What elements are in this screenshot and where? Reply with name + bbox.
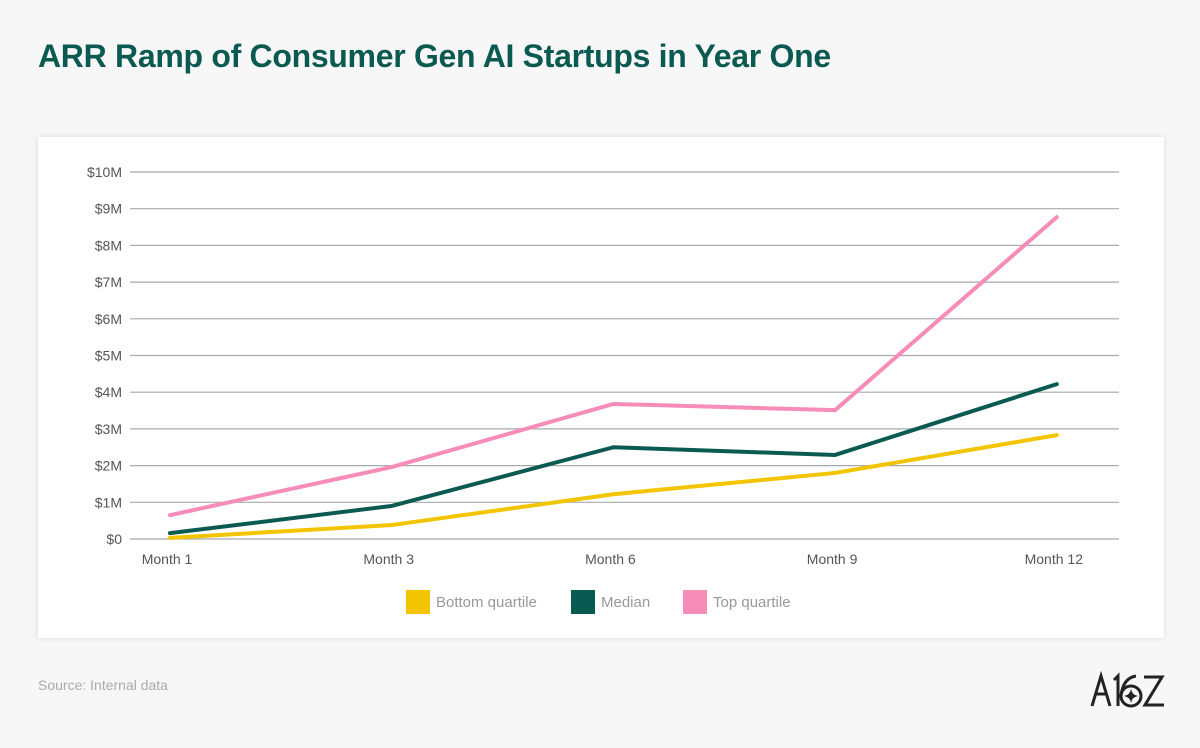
legend-swatch bbox=[683, 590, 707, 614]
y-tick-label: $10M bbox=[87, 164, 122, 180]
legend-label: Bottom quartile bbox=[436, 594, 537, 611]
legend-swatch bbox=[406, 590, 430, 614]
x-tick-label: Month 12 bbox=[1025, 551, 1084, 567]
a16z-logo bbox=[1090, 670, 1165, 708]
x-tick-label: Month 9 bbox=[807, 551, 858, 567]
legend-swatch bbox=[571, 590, 595, 614]
x-tick-label: Month 6 bbox=[585, 551, 636, 567]
line-chart: $0 $1M $2M $3M $4M $5M $6M $7M $8M $9M $10M Month 1… bbox=[87, 164, 1119, 614]
y-tick-label: $0 bbox=[106, 531, 122, 547]
y-tick-label: $6M bbox=[95, 311, 122, 327]
series-line-bottom-quartile bbox=[168, 433, 1059, 540]
x-tick-label: Month 3 bbox=[363, 551, 414, 567]
y-tick-label: $1M bbox=[95, 494, 122, 510]
y-tick-label: $4M bbox=[95, 384, 122, 400]
y-tick-label: $5M bbox=[95, 348, 122, 364]
source-note: Source: Internal data bbox=[38, 677, 168, 693]
legend-label: Top quartile bbox=[713, 594, 791, 611]
series-line-median bbox=[168, 382, 1059, 536]
x-tick-label: Month 1 bbox=[142, 551, 193, 567]
y-tick-label: $7M bbox=[95, 274, 122, 290]
y-tick-label: $8M bbox=[95, 237, 122, 253]
y-tick-label: $9M bbox=[95, 201, 122, 217]
page-title: ARR Ramp of Consumer Gen AI Startups in … bbox=[38, 38, 831, 74]
y-tick-label: $3M bbox=[95, 421, 122, 437]
chart-card: $0 $1M $2M $3M $4M $5M $6M $7M $8M $9M $10M Month 1… bbox=[38, 137, 1164, 638]
legend-label: Median bbox=[601, 594, 650, 611]
y-tick-label: $2M bbox=[95, 458, 122, 474]
series-line-top-quartile bbox=[168, 215, 1059, 518]
